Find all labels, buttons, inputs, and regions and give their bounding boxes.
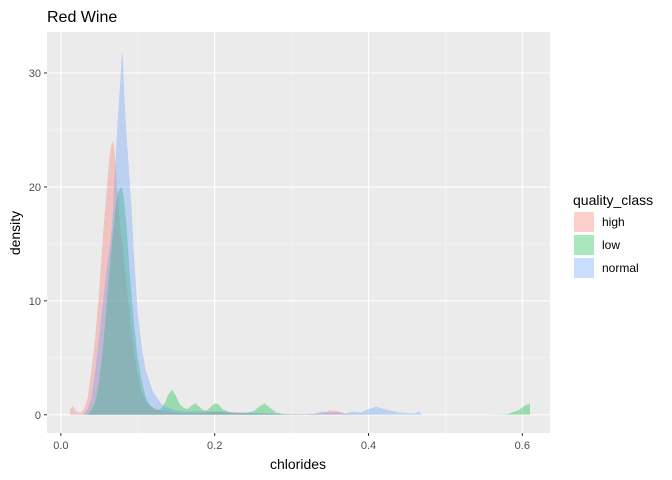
legend-key-high [574, 212, 594, 232]
legend-title: quality_class [573, 192, 653, 208]
y-tick-label-3: 30 [29, 68, 41, 80]
x-axis-title: chlorides [270, 456, 326, 472]
chart-title: Red Wine [47, 9, 117, 26]
y-tick-label-2: 20 [29, 182, 41, 194]
density-area-low [87, 186, 530, 415]
plot-panel [47, 32, 550, 433]
y-axis-title: density [7, 211, 23, 255]
legend-label-high: high [602, 215, 625, 229]
y-axis: 0 10 20 30 [29, 68, 47, 422]
x-tick-label-3: 0.6 [515, 440, 530, 452]
density-areas [70, 52, 530, 415]
x-tick-label-1: 0.2 [207, 440, 222, 452]
legend-label-normal: normal [602, 261, 639, 275]
legend: quality_class high low normal [573, 192, 653, 278]
legend-label-low: low [602, 238, 620, 252]
density-area-normal [83, 52, 423, 415]
minor-gridlines [47, 32, 550, 433]
x-tick-label-2: 0.4 [361, 440, 376, 452]
density-area-high [70, 141, 384, 415]
x-tick-label-0: 0.0 [53, 440, 68, 452]
major-gridlines [47, 32, 550, 433]
y-tick-label-0: 0 [35, 410, 41, 422]
legend-key-normal [574, 258, 594, 278]
legend-key-low [574, 235, 594, 255]
x-axis: 0.0 0.2 0.4 0.6 [53, 433, 530, 452]
y-tick-label-1: 10 [29, 296, 41, 308]
